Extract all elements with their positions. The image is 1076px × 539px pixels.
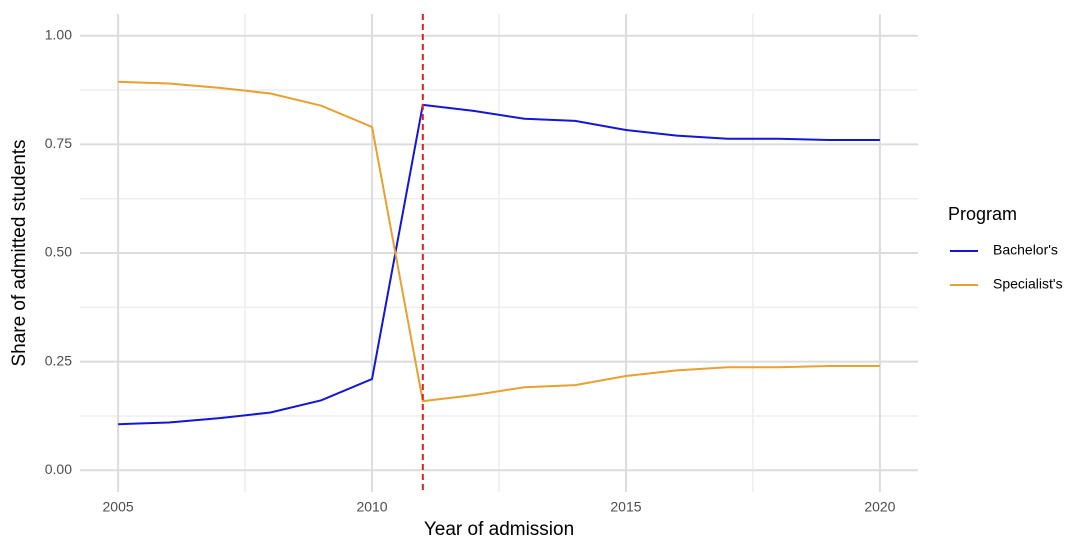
y-tick-label: 0.75 <box>45 135 72 151</box>
x-tick-label: 2015 <box>610 499 641 515</box>
series-line <box>118 103 880 426</box>
legend-label: Bachelor's <box>993 242 1058 258</box>
y-tick-label: 0.00 <box>45 461 72 477</box>
x-tick-label: 2010 <box>356 499 387 515</box>
legend-label: Specialist's <box>993 276 1063 292</box>
legend-title: Program <box>948 204 1017 224</box>
x-axis-title: Year of admission <box>424 519 574 539</box>
y-tick-label: 1.00 <box>45 26 72 42</box>
y-axis-title: Share of admitted students <box>9 139 30 366</box>
x-tick-label: 2005 <box>103 499 134 515</box>
y-tick-label: 0.50 <box>45 244 72 260</box>
y-tick-label: 0.25 <box>45 352 72 368</box>
series-line <box>118 80 880 403</box>
x-tick-label: 2020 <box>864 499 895 515</box>
